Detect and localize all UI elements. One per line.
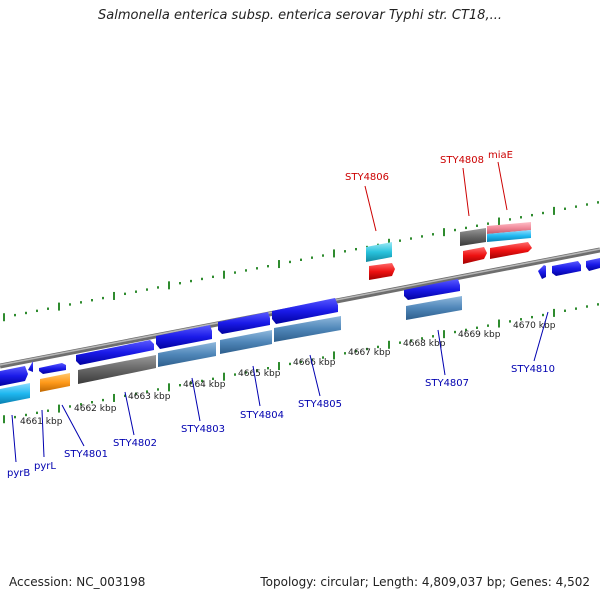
gene-box[interactable] — [78, 355, 156, 384]
kbp-label: 4662 kbp — [74, 404, 117, 414]
map-title: Salmonella enterica subsp. enterica sero… — [98, 8, 502, 23]
gene-label-STY4802[interactable]: STY4802 — [113, 438, 157, 449]
gene-label-STY4808[interactable]: STY4808 — [440, 155, 484, 166]
lower-tick-row — [3, 303, 599, 424]
kbp-label: 4664 kbp — [183, 380, 226, 390]
gene-box[interactable] — [460, 228, 486, 246]
gene-box[interactable] — [0, 383, 30, 404]
gene-label-STY4807[interactable]: STY4807 — [425, 378, 469, 389]
gene-label-STY4806[interactable]: STY4806 — [345, 172, 389, 183]
gene-arrow[interactable] — [218, 312, 270, 334]
gene-arrow[interactable] — [156, 325, 212, 349]
gene-arrow[interactable] — [552, 261, 581, 276]
gene-label-pyrL[interactable]: pyrL — [34, 461, 56, 472]
gene-arrow[interactable] — [490, 242, 532, 259]
gene-arrow[interactable] — [404, 279, 460, 300]
kbp-label: 4667 kbp — [348, 348, 391, 358]
kbp-labels: 4661 kbp 4662 kbp 4663 kbp 4664 kbp 4665… — [20, 321, 556, 427]
gene-label-STY4804[interactable]: STY4804 — [240, 410, 284, 421]
kbp-label: 4670 kbp — [513, 321, 556, 331]
kbp-label: 4668 kbp — [403, 339, 446, 349]
gene-leader-lines — [11, 161, 549, 463]
gene-box[interactable] — [40, 373, 70, 392]
kbp-label: 4666 kbp — [293, 358, 336, 368]
gene-box[interactable] — [406, 296, 462, 320]
lower-strand-genes — [0, 258, 600, 404]
gene-box[interactable] — [366, 242, 392, 262]
gene-arrow[interactable] — [586, 258, 600, 271]
gene-label-STY4803[interactable]: STY4803 — [181, 424, 225, 435]
gene-arrow[interactable] — [272, 298, 338, 324]
gene-arrow[interactable] — [28, 361, 33, 374]
gene-label-STY4801[interactable]: STY4801 — [64, 449, 108, 460]
gene-label-pyrB[interactable]: pyrB — [7, 468, 30, 479]
gene-label-miaE[interactable]: miaE — [488, 150, 513, 161]
gene-arrow[interactable] — [39, 363, 66, 374]
gene-labels: pyrB pyrL STY4801 STY4802 STY4803 STY480… — [7, 150, 555, 479]
gene-box[interactable] — [158, 342, 216, 367]
gene-arrow[interactable] — [0, 366, 28, 386]
kbp-label: 4661 kbp — [20, 417, 63, 427]
gene-arrow[interactable] — [369, 263, 395, 280]
gene-arrow[interactable] — [538, 265, 546, 279]
gene-arrow[interactable] — [76, 340, 154, 365]
accession-text: Accession: NC_003198 — [9, 575, 146, 589]
gene-label-STY4810[interactable]: STY4810 — [511, 364, 555, 375]
gene-box[interactable] — [487, 230, 531, 242]
upper-tick-row — [3, 201, 599, 322]
kbp-label: 4665 kbp — [238, 369, 281, 379]
genome-summary-text: Topology: circular; Length: 4,809,037 bp… — [260, 575, 590, 589]
gene-arrow[interactable] — [463, 247, 487, 264]
gene-box[interactable] — [220, 330, 272, 354]
tick-rows — [3, 201, 599, 424]
kbp-label: 4663 kbp — [128, 392, 171, 402]
gene-label-STY4805[interactable]: STY4805 — [298, 399, 342, 410]
kbp-label: 4669 kbp — [458, 330, 501, 340]
upper-strand-genes — [366, 222, 532, 280]
gene-box[interactable] — [274, 316, 341, 342]
